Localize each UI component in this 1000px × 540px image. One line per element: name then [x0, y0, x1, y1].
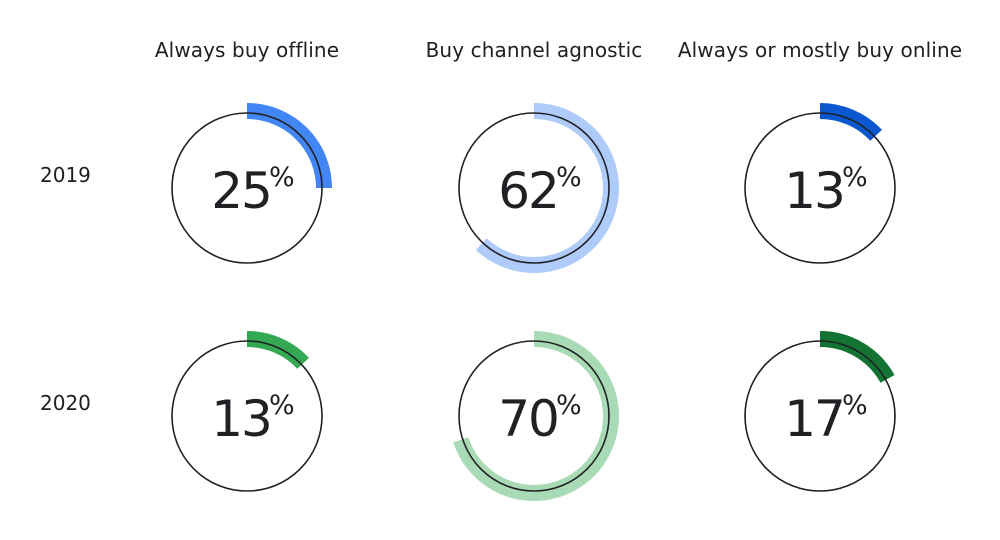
donut-2020-buy-channel-agnostic: 70% [453, 331, 619, 501]
donut-2019-always-buy-offline-ring [171, 112, 323, 264]
donut-2020-always-or-mostly-buy-online-arc [819, 331, 895, 383]
donut-2019-always-or-mostly-buy-online-ring [744, 112, 896, 264]
row-label-2019: 2019 [40, 163, 91, 187]
donut-2019-always-buy-offline-arc [246, 103, 332, 189]
donut-2019-buy-channel-agnostic-percent-sign: % [556, 162, 582, 193]
donut-2020-always-or-mostly-buy-online-ring [744, 340, 896, 492]
donut-2019-always-or-mostly-buy-online-percent-sign: % [842, 162, 868, 193]
donut-2020-always-buy-offline-value-label: 13 [211, 390, 271, 448]
donut-2020-always-buy-offline-ring [171, 340, 323, 492]
column-header-always-buy-offline: Always buy offline [154, 38, 340, 62]
donut-2019-always-or-mostly-buy-online-value-label: 13 [784, 162, 844, 220]
donut-2019-always-buy-offline-value-label: 25 [211, 162, 271, 220]
column-header-always-or-mostly-buy-online: Always or mostly buy online [677, 38, 963, 62]
donut-2019-always-buy-offline-percent-sign: % [269, 162, 295, 193]
donut-2019-buy-channel-agnostic-value-label: 62 [498, 162, 558, 220]
donut-2020-always-buy-offline-arc [246, 331, 309, 369]
donut-2020-buy-channel-agnostic-arc [453, 331, 619, 501]
donut-2020-buy-channel-agnostic-percent-sign: % [556, 390, 582, 421]
donut-2019-always-buy-offline: 25% [171, 103, 332, 264]
donut-2020-always-or-mostly-buy-online: 17% [744, 331, 896, 492]
donut-2019-buy-channel-agnostic-arc [475, 103, 619, 273]
donut-2019-buy-channel-agnostic: 62% [458, 103, 619, 273]
row-label-2020: 2020 [40, 391, 91, 415]
donut-2019-buy-channel-agnostic-ring [458, 112, 610, 264]
donut-2019-always-or-mostly-buy-online-arc [819, 103, 882, 141]
donut-2020-always-buy-offline: 13% [171, 331, 323, 492]
donut-2019-always-or-mostly-buy-online: 13% [744, 103, 896, 264]
donut-2020-always-buy-offline-percent-sign: % [269, 390, 295, 421]
donut-2020-always-or-mostly-buy-online-value-label: 17 [784, 390, 844, 448]
column-header-buy-channel-agnostic: Buy channel agnostic [425, 38, 643, 62]
donut-2020-buy-channel-agnostic-ring [458, 340, 610, 492]
donut-2020-buy-channel-agnostic-value-label: 70 [498, 390, 558, 448]
donut-2020-always-or-mostly-buy-online-percent-sign: % [842, 390, 868, 421]
